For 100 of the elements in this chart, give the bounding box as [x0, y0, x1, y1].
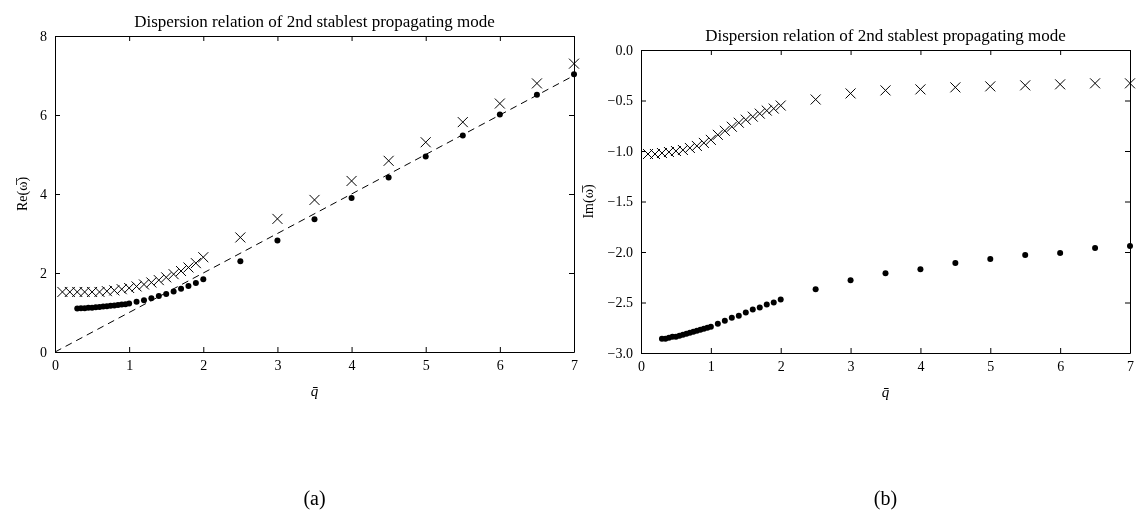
point: [882, 270, 889, 277]
point: [984, 80, 996, 92]
point: [155, 292, 162, 299]
point: [190, 257, 202, 269]
x-tick-label: 2: [777, 358, 785, 374]
x-tick-label: 4: [917, 358, 925, 374]
point: [763, 301, 770, 308]
point: [735, 312, 742, 319]
point: [234, 231, 246, 243]
point: [845, 87, 857, 99]
point: [571, 71, 577, 78]
point: [719, 125, 731, 137]
x-tick-label: 0: [52, 357, 59, 373]
text: (a): [303, 487, 326, 510]
point: [770, 299, 777, 306]
x-tick-label: 7: [1127, 358, 1134, 374]
point: [1057, 250, 1064, 257]
point: [131, 280, 143, 292]
point: [742, 309, 749, 316]
point: [192, 279, 199, 286]
point: [914, 83, 926, 95]
x-tick-label: 7: [571, 357, 578, 373]
x-tick-label: 1: [707, 358, 715, 374]
y-tick-label: −2.0: [607, 244, 633, 260]
point: [747, 111, 759, 123]
x-tick-label: 5: [422, 357, 430, 373]
point: [740, 114, 752, 126]
point: [568, 58, 580, 70]
x-tick-label: 2: [200, 357, 208, 373]
point: [420, 136, 432, 148]
point: [880, 84, 891, 96]
point: [140, 297, 147, 304]
y-tick-label: −3.0: [607, 345, 633, 361]
point: [677, 144, 689, 156]
point: [145, 276, 157, 288]
y-tick-label: 0.0: [615, 42, 633, 58]
point: [309, 194, 320, 206]
point: [761, 105, 773, 117]
point: [949, 81, 961, 93]
y-tick-label: 2: [40, 265, 47, 281]
point: [311, 216, 318, 223]
point: [712, 129, 724, 141]
point: [705, 134, 717, 146]
point: [200, 276, 207, 283]
point: [917, 266, 924, 273]
point: [182, 261, 194, 273]
point: [133, 298, 140, 305]
point: [663, 146, 675, 158]
point: [178, 285, 185, 292]
point: [847, 277, 854, 284]
point: [457, 116, 469, 128]
text: (b): [873, 487, 898, 510]
point: [684, 142, 696, 154]
point: [346, 175, 358, 187]
point: [160, 271, 172, 283]
x-tick-label: 3: [274, 357, 282, 373]
y-axis-title: Re(ω̅): [15, 176, 31, 212]
y-tick-label: −0.5: [607, 93, 633, 109]
y-tick-label: 0: [40, 344, 47, 360]
point: [175, 265, 187, 277]
point: [777, 296, 784, 303]
y-tick-label: 6: [40, 107, 47, 123]
point: [1019, 79, 1031, 91]
point: [698, 137, 710, 149]
point: [138, 278, 150, 290]
point: [756, 304, 763, 311]
x-tick-label: 0: [638, 358, 645, 374]
x-tick-label: 1: [126, 357, 134, 373]
point: [1127, 242, 1133, 249]
x-tick-label: 4: [348, 357, 356, 373]
x-axis-title: q̄: [310, 383, 319, 399]
x-tick-label: 3: [847, 358, 855, 374]
point: [754, 108, 766, 120]
point: [1054, 78, 1066, 90]
point: [952, 260, 959, 267]
point: [422, 153, 429, 160]
point: [649, 148, 661, 160]
y-tick-label: 8: [40, 28, 47, 44]
point: [714, 320, 721, 327]
point: [733, 117, 745, 129]
point: [531, 77, 543, 89]
point: [810, 93, 822, 105]
point: [691, 140, 703, 152]
point: [812, 286, 819, 293]
point: [1089, 77, 1101, 89]
point: [494, 98, 506, 110]
chart-title: Dispersion relation of 2nd stablest propagating mode: [705, 26, 1066, 45]
point: [721, 317, 728, 324]
y-axis-title: Im(ω̅): [581, 184, 597, 219]
point: [1124, 77, 1136, 89]
point: [168, 268, 180, 280]
point: [383, 155, 395, 167]
point: [728, 314, 735, 321]
point: [1092, 244, 1099, 251]
x-tick-label: 5: [987, 358, 995, 374]
point: [348, 194, 355, 201]
x-axis-title: q̄: [881, 384, 890, 400]
point: [768, 103, 780, 115]
x-tick-label: 6: [1057, 358, 1065, 374]
point: [987, 256, 994, 263]
